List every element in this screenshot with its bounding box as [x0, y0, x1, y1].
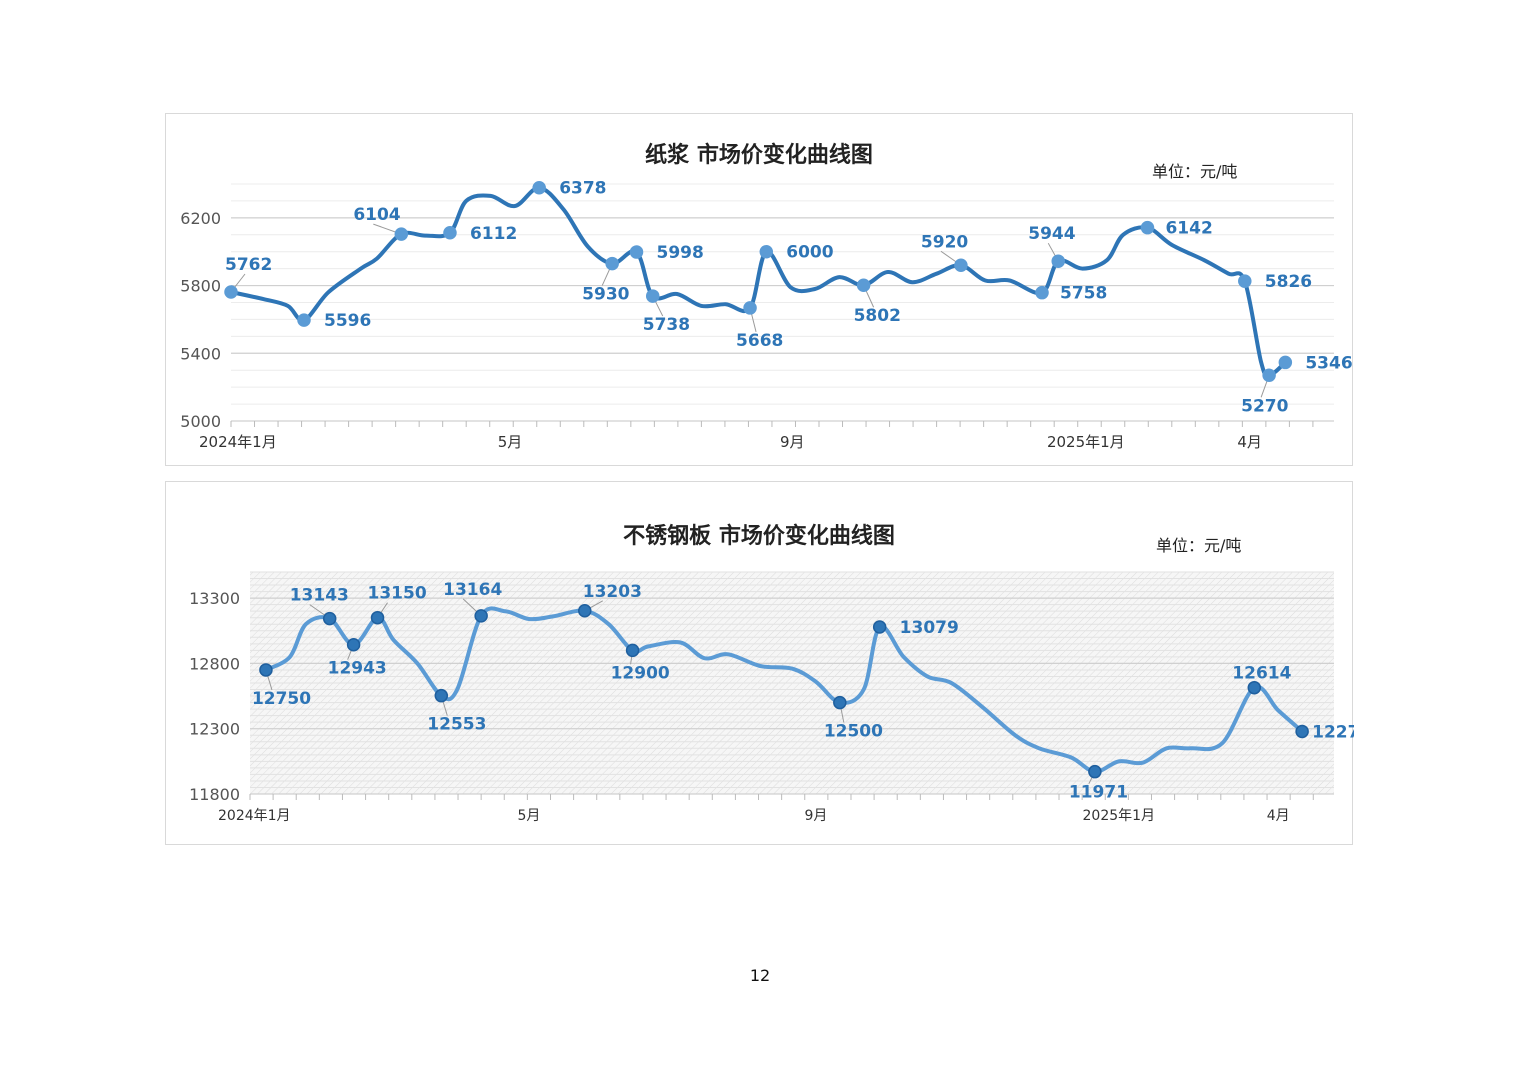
steel-chart-title: 不锈钢板 市场价变化曲线图	[623, 524, 895, 549]
steel-y-tick-label: 12800	[189, 654, 240, 673]
pulp-data-label: 5920	[921, 232, 968, 252]
pulp-data-point	[443, 226, 457, 240]
steel-chart-panel: 不锈钢板 市场价变化曲线图 单位：元/吨 11800 12300 12800 1330…	[165, 481, 1354, 845]
steel-data-label: 12279	[1312, 722, 1354, 742]
steel-data-point	[578, 604, 592, 618]
pulp-x-tick-label: 2025年1月	[1047, 433, 1125, 451]
steel-grid	[250, 571, 1334, 795]
steel-data-label: 12553	[427, 715, 486, 735]
pulp-data-point	[1278, 355, 1293, 370]
steel-unit-label: 单位：元/吨	[1156, 536, 1242, 555]
pulp-chart-panel: 纸浆 市场价变化曲线图 单位：元/吨 5000 5400 5800 6200 2024年…	[165, 113, 1353, 466]
pulp-data-point	[297, 313, 311, 327]
pulp-data-label: 5998	[657, 243, 704, 263]
pulp-data-label: 5944	[1028, 224, 1075, 244]
pulp-data-label: 5758	[1060, 284, 1107, 304]
pulp-data-point	[605, 256, 619, 271]
pulp-data-point	[629, 245, 644, 259]
pulp-y-tick-label: 5000	[180, 412, 221, 431]
pulp-x-tick-label: 9月	[780, 433, 805, 451]
pulp-data-point	[645, 289, 660, 303]
pulp-data-label: 5930	[582, 285, 629, 305]
steel-data-point	[346, 637, 361, 652]
steel-data-label: 12900	[611, 663, 670, 683]
steel-x-tick-label: 4月	[1267, 808, 1290, 824]
steel-data-point	[625, 643, 640, 658]
pulp-data-label: 5596	[324, 311, 371, 331]
pulp-data-label: 6142	[1165, 219, 1212, 239]
steel-x-tick-label: 2025年1月	[1083, 808, 1156, 824]
pulp-y-tick-label: 5800	[180, 277, 221, 296]
pulp-data-label: 5762	[225, 255, 272, 275]
pulp-data-point	[532, 180, 546, 195]
steel-y-tick-label: 13300	[189, 589, 240, 608]
steel-series-line	[263, 606, 1305, 774]
steel-x-tick-label: 9月	[804, 808, 827, 824]
pulp-x-tick-label: 4月	[1237, 433, 1262, 451]
pulp-chart-title: 纸浆 市场价变化曲线图	[645, 143, 873, 168]
pulp-data-point	[394, 227, 409, 241]
pulp-data-point	[1238, 274, 1252, 288]
steel-x-tick-label: 5月	[518, 808, 541, 824]
steel-data-label: 13203	[583, 582, 642, 602]
steel-data-point	[1088, 764, 1102, 779]
pulp-data-label: 6104	[353, 205, 400, 225]
pulp-data-point	[1140, 220, 1155, 235]
pulp-x-tick-label: 5月	[498, 433, 523, 451]
steel-data-point	[474, 609, 488, 623]
steel-data-point	[1247, 680, 1262, 695]
pulp-grid	[231, 183, 1334, 422]
pulp-y-tick-label: 5400	[180, 344, 221, 363]
steel-data-label: 12500	[824, 722, 883, 742]
pulp-y-tick-label: 6200	[180, 209, 221, 228]
pulp-x-tick-label: 2024年1月	[199, 433, 277, 451]
steel-data-label: 13164	[443, 580, 502, 600]
steel-data-point	[370, 610, 385, 625]
pulp-data-label: 5270	[1241, 396, 1288, 416]
pulp-data-label: 6000	[786, 243, 833, 263]
pulp-unit-label: 单位：元/吨	[1152, 162, 1238, 181]
steel-data-point	[259, 663, 273, 677]
steel-data-label: 12614	[1232, 664, 1291, 684]
pulp-data-point	[1051, 254, 1065, 268]
steel-data-label: 13079	[900, 618, 959, 638]
steel-y-tick-label: 11800	[189, 785, 240, 804]
pulp-data-label: 6378	[559, 179, 606, 199]
steel-data-label: 12750	[252, 689, 311, 709]
steel-y-tick-label: 12300	[189, 720, 240, 739]
steel-data-point	[872, 620, 887, 634]
steel-price-chart: 11800 12300 12800 13300 2024年1月 5月 9月 2025年1月 4月…	[189, 571, 1354, 824]
steel-data-point	[1295, 724, 1309, 739]
pulp-data-label: 5738	[643, 315, 690, 335]
pulp-data-point	[1262, 368, 1276, 383]
pulp-data-point	[743, 301, 757, 315]
pulp-price-chart: 5000 5400 5800 6200 2024年1月 5月 9月 2025年1月 4月 5762…	[180, 179, 1352, 451]
pulp-data-label: 5802	[854, 306, 901, 326]
steel-data-label: 12943	[328, 659, 387, 679]
steel-data-point	[434, 688, 449, 703]
pulp-data-point	[856, 278, 871, 292]
steel-data-label: 11971	[1069, 783, 1128, 803]
pulp-data-point	[1035, 285, 1049, 300]
pulp-data-point	[954, 258, 968, 273]
pulp-data-label: 5668	[736, 331, 783, 351]
steel-data-label: 13150	[368, 584, 427, 604]
pulp-data-point	[224, 285, 238, 299]
steel-x-tick-label: 2024年1月	[218, 808, 291, 824]
steel-data-point	[322, 611, 337, 626]
pulp-data-point	[759, 244, 774, 259]
page-number: 12	[749, 966, 771, 985]
steel-data-label: 13143	[290, 586, 349, 606]
pulp-data-label: 5826	[1265, 272, 1312, 292]
pulp-data-label: 5346	[1305, 353, 1352, 373]
steel-data-point	[833, 695, 847, 710]
pulp-data-label: 6112	[470, 224, 517, 244]
